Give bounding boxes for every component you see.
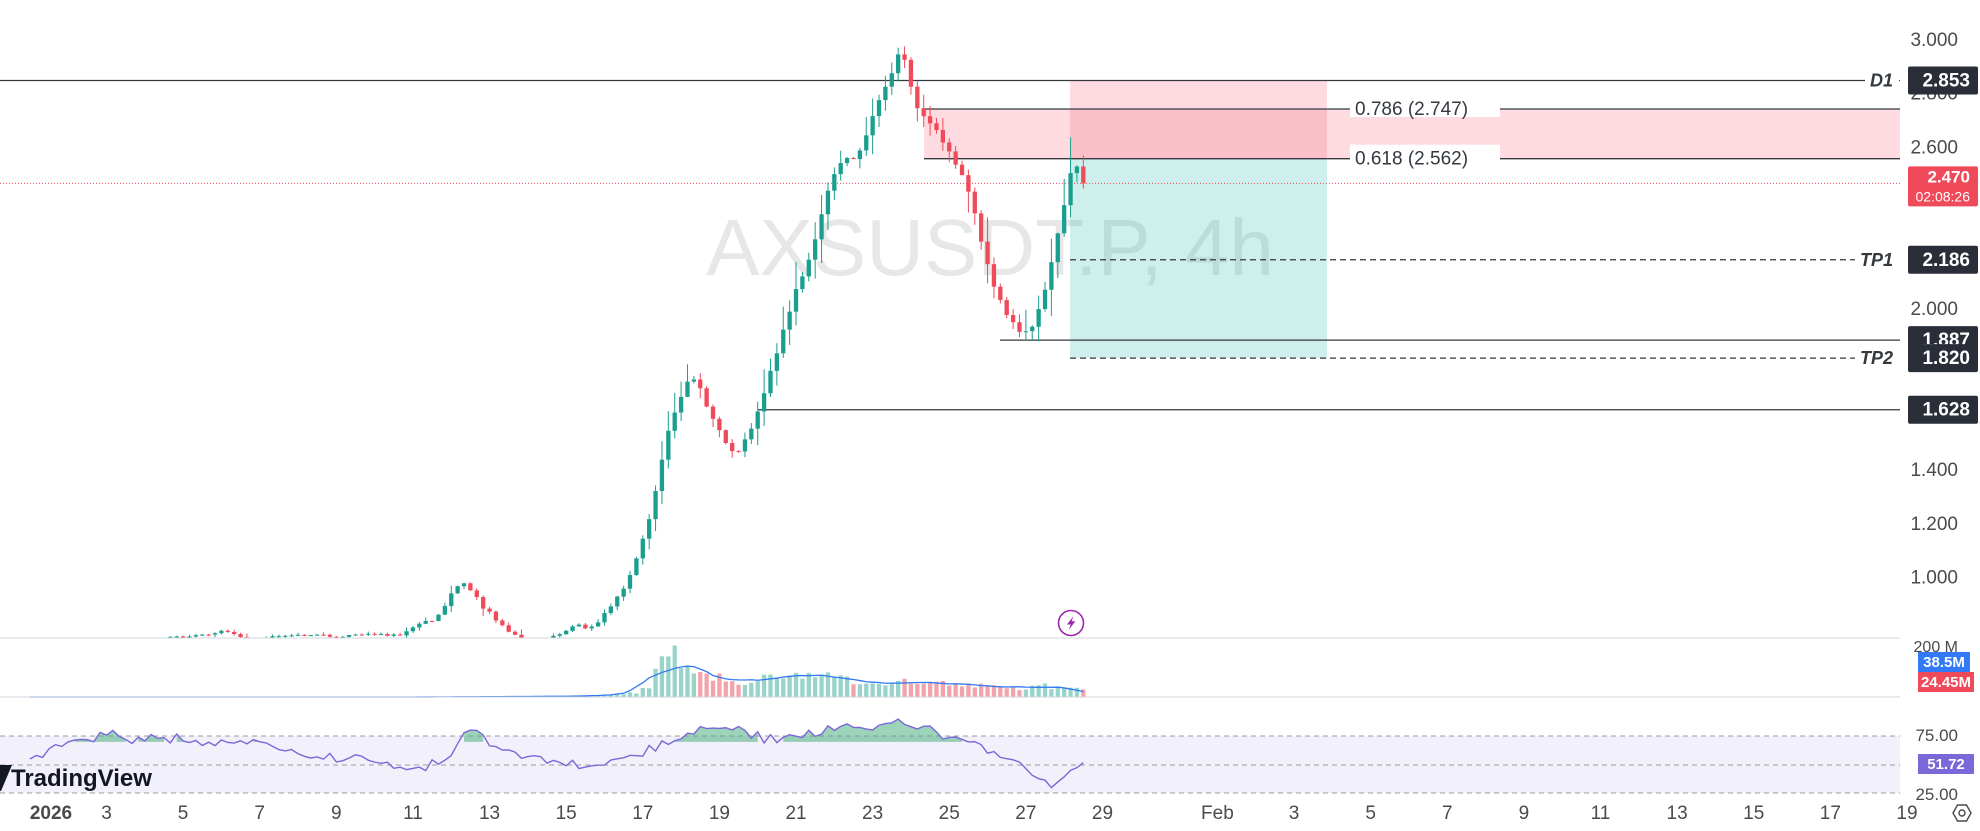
svg-text:13: 13 [479,803,500,824]
svg-text:2026: 2026 [30,803,72,824]
svg-text:21: 21 [785,803,806,824]
svg-text:D1: D1 [1870,70,1893,90]
svg-text:51.72: 51.72 [1927,756,1965,773]
svg-text:29: 29 [1092,803,1113,824]
svg-text:25.00: 25.00 [1915,785,1958,804]
svg-text:0.618 (2.562): 0.618 (2.562) [1355,149,1468,170]
svg-text:13: 13 [1667,803,1688,824]
svg-text:5: 5 [1365,803,1376,824]
svg-text:9: 9 [1519,803,1530,824]
svg-text:17: 17 [632,803,653,824]
svg-text:0.786 (2.747): 0.786 (2.747) [1355,99,1468,120]
svg-text:19: 19 [1896,803,1917,824]
svg-text:17: 17 [1820,803,1841,824]
svg-text:1.400: 1.400 [1910,460,1958,481]
svg-text:TradingView: TradingView [11,765,152,792]
svg-text:27: 27 [1015,803,1036,824]
svg-text:1.200: 1.200 [1910,514,1958,535]
svg-text:38.5M: 38.5M [1923,654,1965,671]
svg-text:15: 15 [1743,803,1764,824]
svg-text:3: 3 [1289,803,1300,824]
svg-text:2.600: 2.600 [1910,137,1958,158]
svg-text:11: 11 [1591,803,1611,824]
svg-text:02:08:26: 02:08:26 [1916,188,1971,204]
svg-text:24.45M: 24.45M [1921,674,1971,691]
svg-text:TP2: TP2 [1860,348,1893,368]
svg-text:3.000: 3.000 [1910,30,1958,51]
svg-text:3: 3 [101,803,112,824]
svg-text:25: 25 [939,803,960,824]
svg-text:75.00: 75.00 [1915,726,1958,745]
svg-text:1.820: 1.820 [1922,348,1970,369]
svg-text:23: 23 [862,803,883,824]
svg-text:1.000: 1.000 [1910,568,1958,589]
svg-text:19: 19 [709,803,730,824]
svg-text:2.470: 2.470 [1927,167,1970,186]
svg-text:7: 7 [1442,803,1453,824]
svg-text:5: 5 [178,803,189,824]
svg-text:9: 9 [331,803,342,824]
svg-text:15: 15 [556,803,577,824]
svg-text:2.853: 2.853 [1922,70,1970,91]
svg-text:11: 11 [403,803,423,824]
svg-text:TP1: TP1 [1860,250,1893,270]
svg-text:2.000: 2.000 [1910,299,1958,320]
svg-text:1.628: 1.628 [1922,400,1970,421]
svg-text:Feb: Feb [1201,803,1234,824]
svg-text:7: 7 [254,803,265,824]
svg-text:2.186: 2.186 [1922,250,1970,271]
